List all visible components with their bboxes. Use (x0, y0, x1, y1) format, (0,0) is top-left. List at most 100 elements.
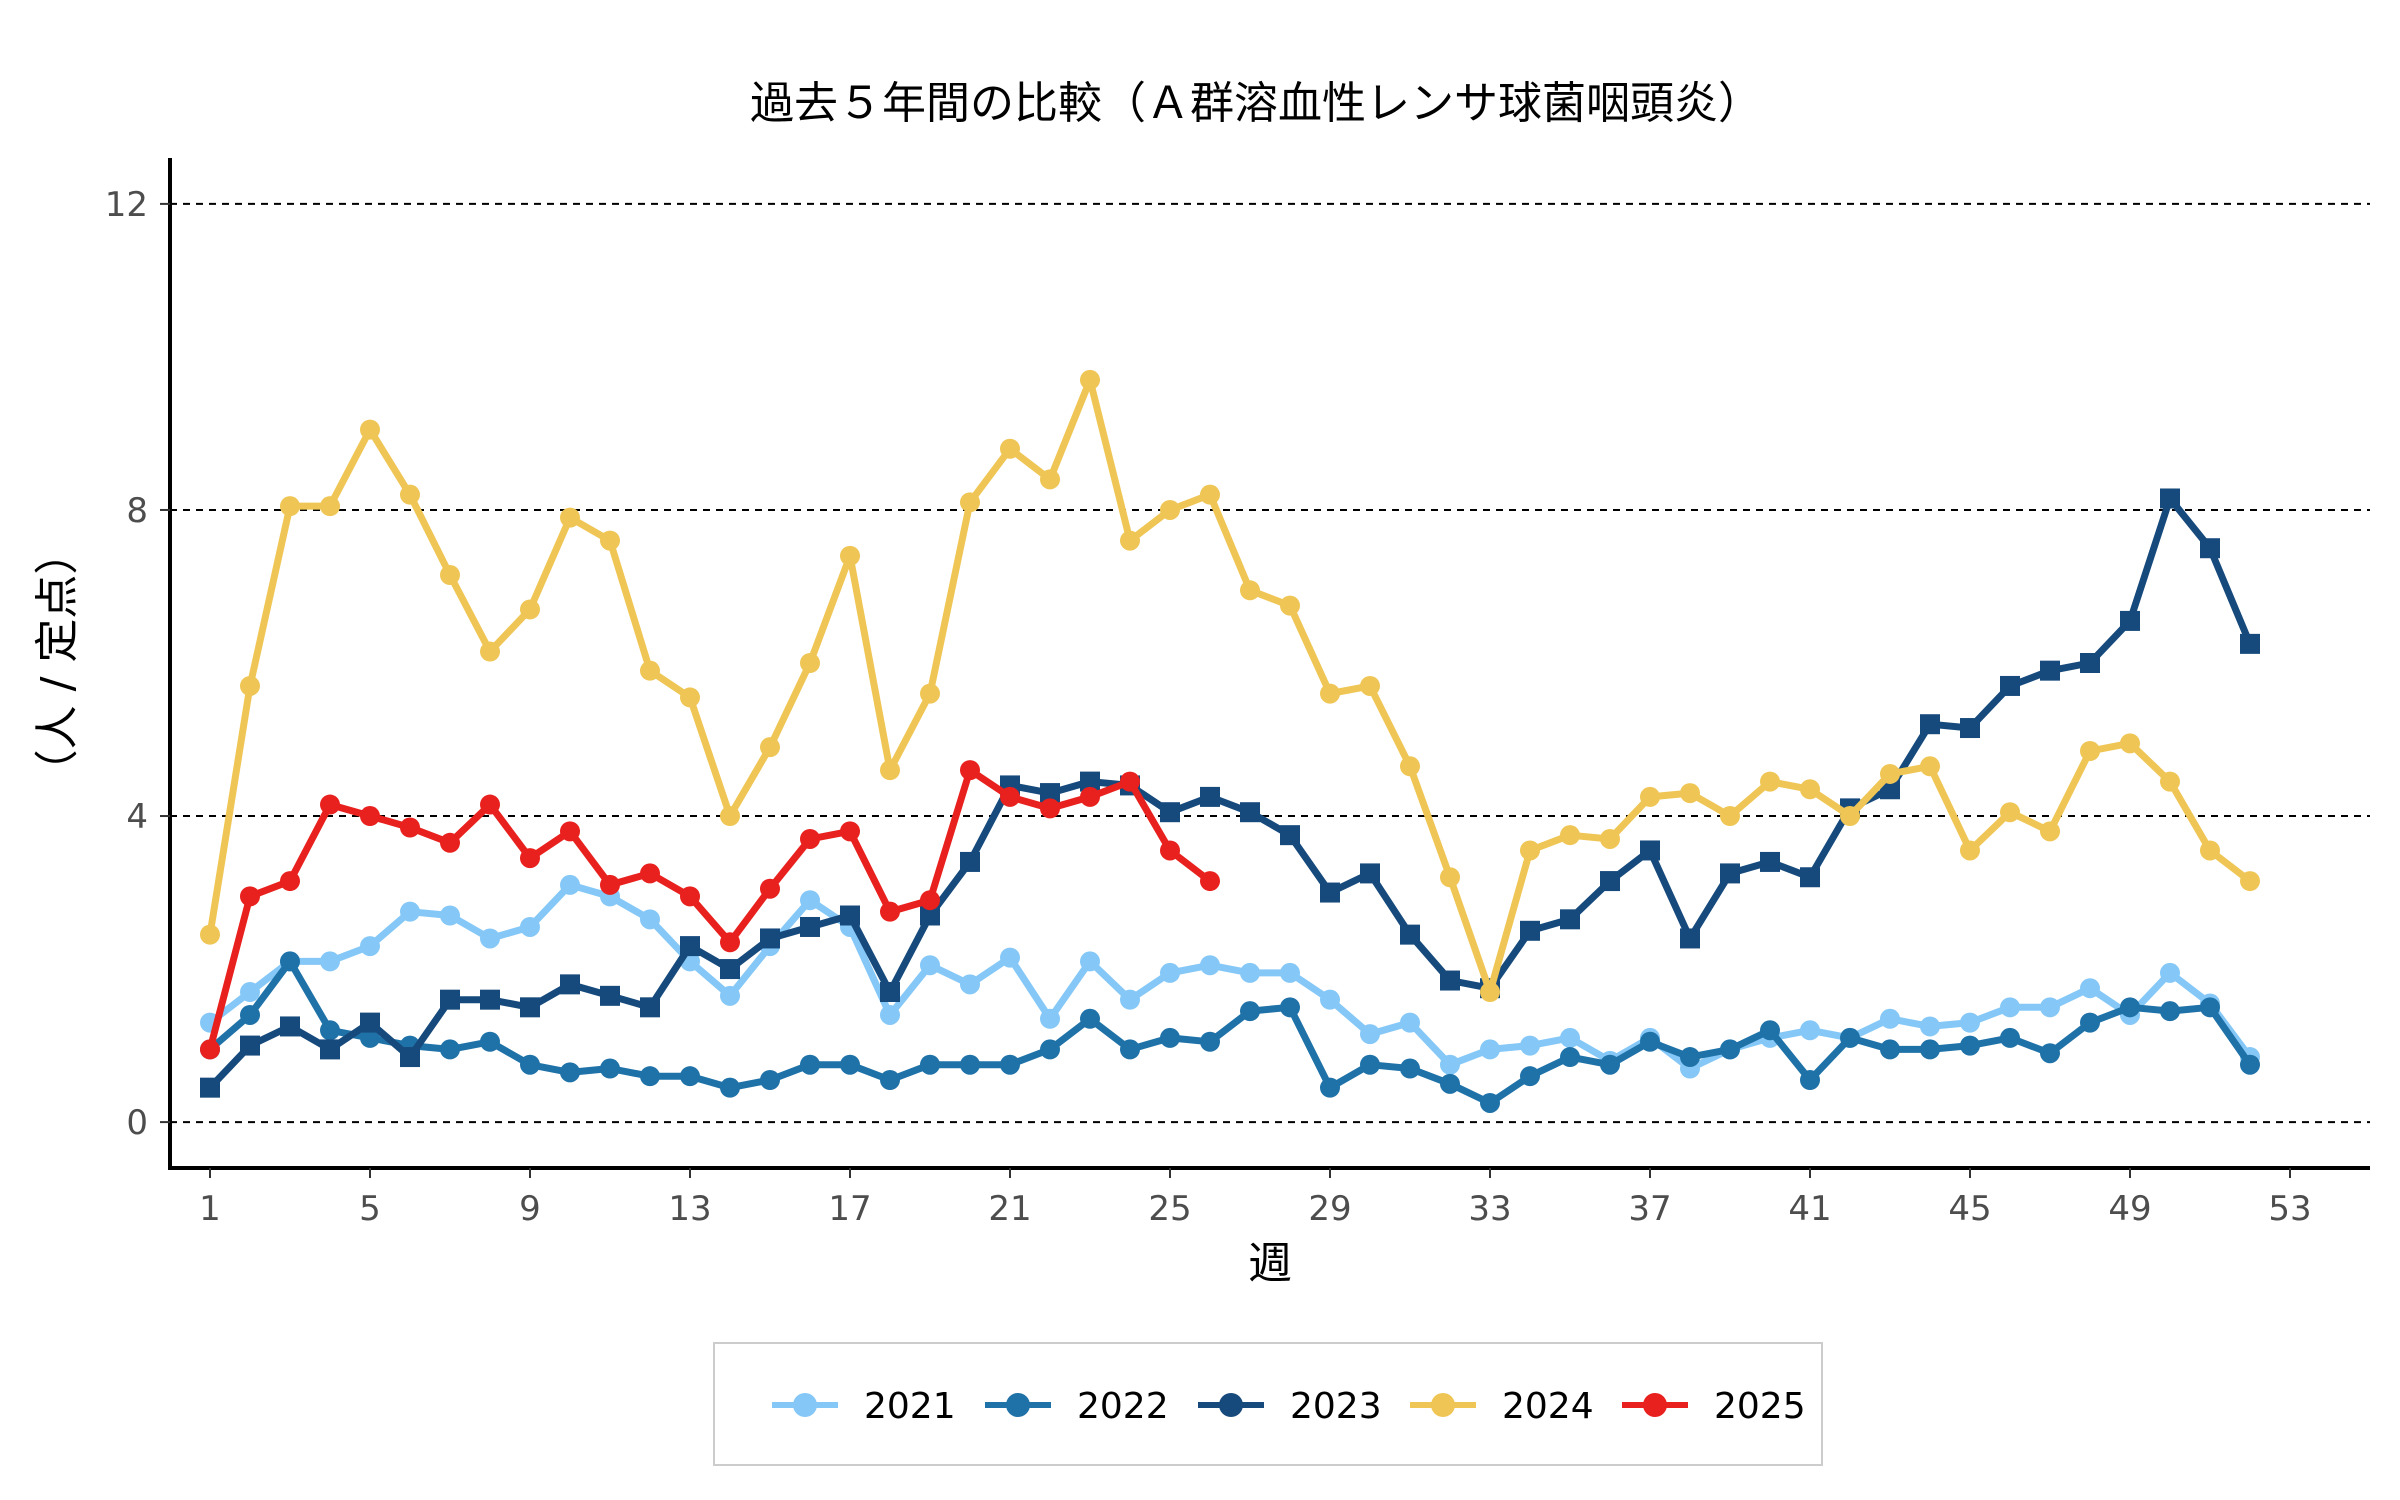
data-point (1080, 771, 1100, 792)
series-2025 (200, 760, 1220, 1060)
data-point (480, 928, 500, 949)
data-point (2040, 660, 2060, 681)
x-tick-label: 21 (988, 1189, 1031, 1229)
x-tick-label: 5 (359, 1189, 381, 1229)
data-point (960, 1054, 980, 1075)
legend-items: 2021 2022 2023 2024 2025 (772, 1386, 1806, 1427)
data-point (480, 641, 500, 662)
data-point (760, 928, 780, 949)
data-point (1560, 1027, 1580, 1048)
data-point (840, 1054, 860, 1075)
x-tick-label: 1 (199, 1189, 221, 1229)
data-point (840, 821, 860, 842)
data-point (880, 1070, 900, 1091)
data-point (1200, 955, 1220, 976)
data-point (1640, 840, 1660, 861)
data-point (1440, 1073, 1460, 1094)
data-point (280, 496, 300, 517)
y-tick-label: 8 (126, 491, 148, 531)
data-point (960, 760, 980, 781)
data-point (1040, 1008, 1060, 1029)
data-point (920, 955, 940, 976)
data-point (640, 909, 660, 930)
x-tick-label: 29 (1308, 1189, 1351, 1229)
data-point (1920, 1039, 1940, 1060)
data-point (520, 916, 540, 937)
data-point (1640, 1031, 1660, 1052)
data-point (1080, 369, 1100, 390)
data-point (1400, 756, 1420, 777)
data-point (1120, 1039, 1140, 1060)
x-tick-label: 45 (1948, 1189, 1991, 1229)
data-point (480, 1031, 500, 1052)
data-point (1200, 786, 1220, 807)
data-point (1800, 779, 1820, 800)
data-point (920, 890, 940, 911)
data-point (1120, 530, 1140, 551)
data-point (240, 675, 260, 696)
data-point (760, 878, 780, 899)
data-point (400, 484, 420, 505)
data-point (1920, 756, 1940, 777)
data-point (1040, 783, 1060, 804)
data-point (1480, 1092, 1500, 1113)
data-point (1280, 595, 1300, 616)
data-point (400, 901, 420, 922)
data-point (2240, 1054, 2260, 1075)
data-point (680, 1066, 700, 1087)
data-point (1080, 786, 1100, 807)
legend-marker (1643, 1393, 1667, 1417)
data-point (1640, 786, 1660, 807)
data-point (1440, 867, 1460, 888)
y-tick-label: 0 (126, 1103, 148, 1143)
data-point (320, 1039, 340, 1060)
data-point (1000, 1054, 1020, 1075)
data-point (240, 886, 260, 907)
data-point (920, 683, 940, 704)
data-point (1920, 714, 1940, 735)
y-axis-title: （人 / 定点） (32, 531, 83, 794)
data-point (2080, 653, 2100, 673)
data-point (2160, 962, 2180, 983)
data-point (840, 905, 860, 926)
data-point (880, 760, 900, 781)
data-point (2160, 771, 2180, 792)
data-point (1960, 840, 1980, 861)
data-point (1200, 871, 1220, 892)
data-point (1000, 438, 1020, 459)
data-point (1440, 970, 1460, 991)
data-point (600, 985, 620, 1006)
data-point (1360, 863, 1380, 884)
data-point (1160, 962, 1180, 983)
data-point (920, 1054, 940, 1075)
data-point (2120, 733, 2140, 754)
data-point (1320, 882, 1340, 903)
data-point (1200, 1031, 1220, 1052)
y-ticks: 0 4 8 12 (105, 185, 170, 1143)
data-point (440, 832, 460, 853)
data-point (1920, 1016, 1940, 1037)
data-point (320, 951, 340, 972)
y-tick-label: 12 (105, 185, 148, 225)
data-point (320, 496, 340, 517)
data-point (1160, 1027, 1180, 1048)
legend-marker (1219, 1393, 1243, 1417)
data-point (1560, 825, 1580, 846)
data-point (680, 886, 700, 907)
data-point (1880, 763, 1900, 784)
data-point (1520, 920, 1540, 941)
data-point (840, 545, 860, 566)
series-2024 (200, 369, 2260, 1003)
data-point (2240, 633, 2260, 654)
data-point (1960, 1012, 1980, 1033)
data-point (800, 653, 820, 673)
data-point (1280, 825, 1300, 846)
data-point (680, 936, 700, 957)
data-point (2120, 997, 2140, 1018)
data-point (1400, 1012, 1420, 1033)
legend-item: 2024 (1410, 1386, 1594, 1427)
data-point (240, 982, 260, 1003)
x-tick-label: 53 (2268, 1189, 2311, 1229)
data-point (520, 1054, 540, 1075)
data-point (1160, 802, 1180, 823)
